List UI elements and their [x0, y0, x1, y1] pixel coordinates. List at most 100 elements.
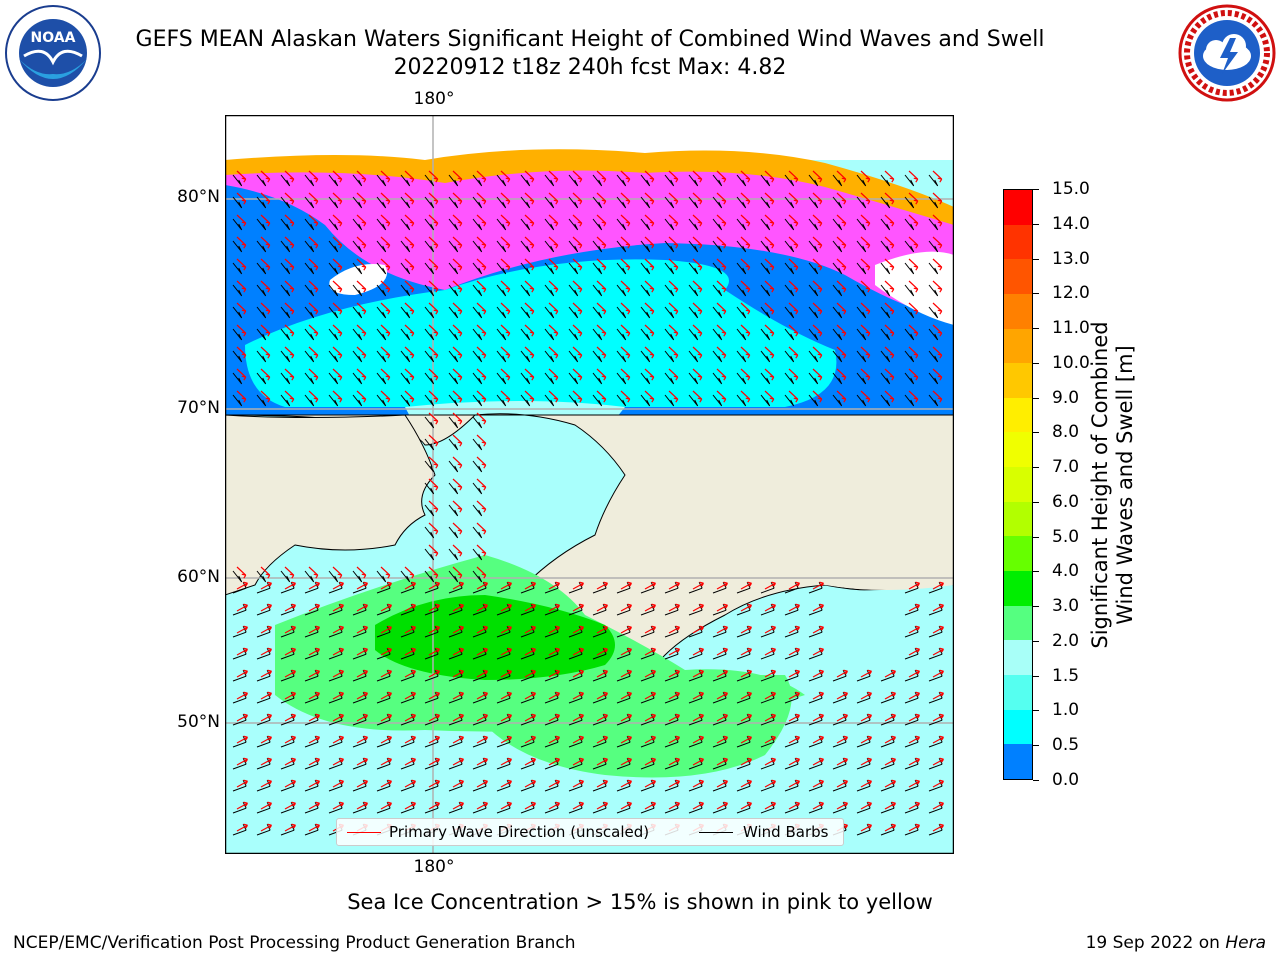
wave-direction-arrow [500, 581, 513, 590]
wind-barb [688, 196, 699, 209]
wind-barb [568, 218, 579, 231]
wave-direction-arrow [596, 581, 609, 590]
wave-direction-arrow [380, 625, 393, 634]
wave-direction-arrow [332, 625, 345, 634]
wind-barb [448, 504, 459, 517]
wave-direction-arrow [908, 192, 919, 205]
wind-barb [232, 196, 243, 209]
wind-barb [232, 394, 243, 407]
wind-barb [616, 218, 627, 231]
wave-direction-arrow [452, 214, 463, 227]
wind-barb [784, 240, 795, 253]
colorbar-cell [1004, 432, 1032, 468]
wave-direction-arrow [476, 713, 489, 722]
wave-direction-arrow [908, 280, 919, 293]
wind-barb [928, 394, 939, 407]
wave-direction-arrow [260, 801, 273, 810]
map-legend: Primary Wave Direction (unscaled) Wind B… [336, 818, 844, 846]
wind-barb [688, 372, 699, 385]
wave-direction-arrow [596, 669, 609, 678]
wave-direction-arrow [884, 346, 895, 359]
wave-direction-arrow [500, 801, 513, 810]
colorbar-cell [1004, 674, 1032, 710]
wave-direction-arrow [452, 581, 465, 590]
wave-direction-arrow [692, 192, 703, 205]
wave-direction-arrow [356, 170, 367, 183]
footer-date-text: 19 Sep 2022 on [1085, 933, 1220, 953]
wave-direction-arrow [884, 170, 895, 183]
wave-direction-arrow [260, 192, 271, 205]
wind-barb [544, 262, 555, 275]
wave-direction-arrow [356, 801, 369, 810]
wave-direction-arrow [356, 691, 369, 700]
wave-direction-arrow [620, 236, 631, 249]
wind-barb [736, 284, 747, 297]
chart-title: GEFS MEAN Alaskan Waters Significant Hei… [135, 27, 1045, 52]
wave-direction-arrow [644, 346, 655, 359]
wave-direction-arrow [764, 236, 775, 249]
wave-direction-arrow [836, 192, 847, 205]
wave-direction-arrow [836, 713, 849, 722]
wind-barb [880, 196, 891, 209]
wave-direction-arrow [764, 581, 777, 590]
wave-direction-arrow [524, 280, 535, 293]
wind-barb [472, 416, 483, 429]
wave-direction-arrow [404, 236, 415, 249]
wave-direction-arrow [260, 823, 273, 832]
wave-direction-arrow [716, 214, 727, 227]
wave-direction-arrow [716, 647, 729, 656]
wind-barb [448, 218, 459, 231]
wave-direction-arrow [812, 647, 825, 656]
wave-direction-arrow [764, 691, 777, 700]
wind-barb [880, 394, 891, 407]
wave-direction-arrow [596, 779, 609, 788]
wind-barb [760, 218, 771, 231]
wave-direction-arrow [284, 324, 295, 337]
wave-direction-arrow [452, 566, 463, 579]
wave-direction-arrow [764, 192, 775, 205]
wave-direction-arrow [812, 713, 825, 722]
wind-barb [568, 240, 579, 253]
wave-direction-arrow [236, 324, 247, 337]
wave-direction-arrow [788, 669, 801, 678]
wind-barb [472, 526, 483, 539]
wind-barb [640, 262, 651, 275]
wave-direction-arrow [500, 757, 513, 766]
wave-direction-arrow [668, 280, 679, 293]
wave-direction-arrow [260, 258, 271, 271]
wave-direction-arrow [284, 735, 297, 744]
wave-direction-arrow [740, 170, 751, 183]
wave-direction-arrow [860, 170, 871, 183]
wave-direction-arrow [404, 346, 415, 359]
wave-direction-arrow [740, 801, 753, 810]
wave-direction-arrow [308, 368, 319, 381]
wind-barb [592, 328, 603, 341]
wave-direction-arrow [836, 691, 849, 700]
wave-direction-arrow [428, 478, 439, 491]
wave-direction-arrow [548, 324, 559, 337]
wind-barb [280, 570, 291, 583]
wave-direction-arrow [236, 823, 249, 832]
colorbar-tick-mark [1033, 432, 1039, 434]
wave-direction-arrow [308, 192, 319, 205]
wave-direction-arrow [380, 346, 391, 359]
wave-direction-arrow [860, 691, 873, 700]
wave-direction-arrow [236, 170, 247, 183]
wave-direction-arrow [332, 214, 343, 227]
wind-barb [808, 284, 819, 297]
wave-direction-arrow [764, 258, 775, 271]
wind-barb [688, 306, 699, 319]
wave-direction-arrow [788, 581, 801, 590]
wave-direction-arrow [716, 625, 729, 634]
wind-barb [880, 306, 891, 319]
wave-direction-arrow [908, 346, 919, 359]
wave-direction-arrow [332, 192, 343, 205]
wave-direction-arrow [812, 368, 823, 381]
wave-direction-arrow [332, 713, 345, 722]
wave-direction-arrow [356, 735, 369, 744]
wind-barb [808, 350, 819, 363]
wave-direction-arrow [836, 801, 849, 810]
wave-direction-arrow [500, 346, 511, 359]
colorbar-tick-mark [1033, 606, 1039, 608]
wave-direction-arrow [500, 647, 513, 656]
